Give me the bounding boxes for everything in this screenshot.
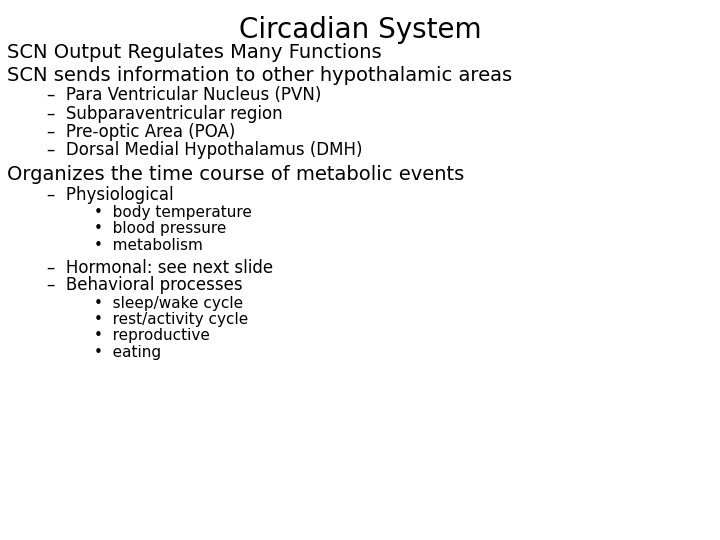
Text: •  eating: • eating [94,345,161,360]
Text: •  rest/activity cycle: • rest/activity cycle [94,312,248,327]
Text: Organizes the time course of metabolic events: Organizes the time course of metabolic e… [7,165,464,184]
Text: •  metabolism: • metabolism [94,238,202,253]
Text: SCN sends information to other hypothalamic areas: SCN sends information to other hypothala… [7,66,513,85]
Text: –  Para Ventricular Nucleus (PVN): – Para Ventricular Nucleus (PVN) [47,86,321,104]
Text: •  reproductive: • reproductive [94,328,210,343]
Text: SCN Output Regulates Many Functions: SCN Output Regulates Many Functions [7,43,382,62]
Text: Circadian System: Circadian System [239,16,481,44]
Text: •  blood pressure: • blood pressure [94,221,226,237]
Text: –  Hormonal: see next slide: – Hormonal: see next slide [47,259,273,277]
Text: –  Dorsal Medial Hypothalamus (DMH): – Dorsal Medial Hypothalamus (DMH) [47,141,362,159]
Text: –  Physiological: – Physiological [47,186,174,204]
Text: •  sleep/wake cycle: • sleep/wake cycle [94,296,243,311]
Text: –  Behavioral processes: – Behavioral processes [47,276,243,294]
Text: •  body temperature: • body temperature [94,205,251,220]
Text: –  Subparaventricular region: – Subparaventricular region [47,105,282,123]
Text: –  Pre-optic Area (POA): – Pre-optic Area (POA) [47,123,235,141]
